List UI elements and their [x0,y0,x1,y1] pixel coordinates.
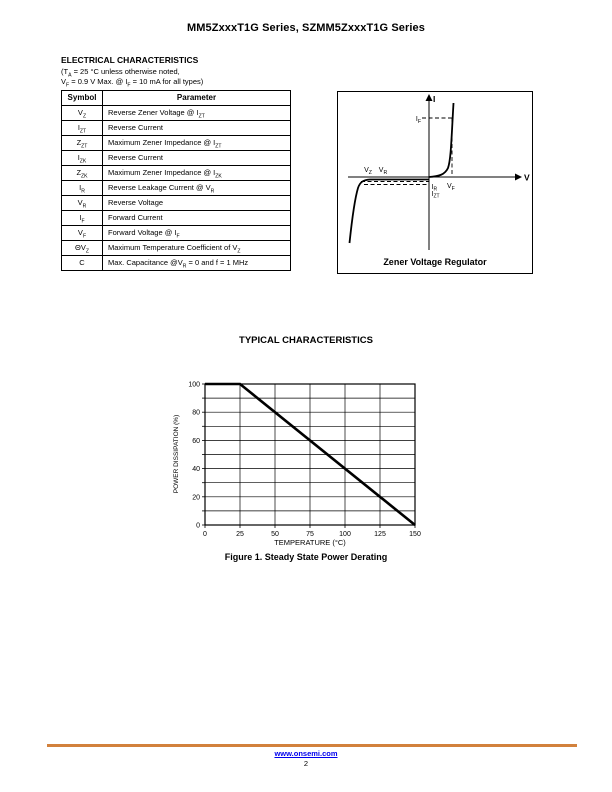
i-axis-label: I [433,94,435,104]
table-header-parameter: Parameter [102,90,291,106]
x-tick-label: 25 [236,531,244,538]
table-row: VF Forward Voltage @ IF [61,225,291,241]
zener-iv-curve-svg: V I IF VF VZ VR IR IZT [348,94,530,250]
forward-curve [428,102,455,178]
symbol-cell: IZT [61,120,103,136]
symbol-cell: IZK [61,150,103,166]
x-tick-label: 125 [374,531,386,538]
table-header-symbol: Symbol [61,90,103,106]
symbol-cell: VF [61,225,103,241]
symbol-cell: ZZT [61,135,103,151]
derating-chart-figure: TEMPERATURE (°C) POWER DISSIPATION (%) 0… [161,378,461,573]
parameter-cell: Reverse Voltage [102,195,291,211]
symbol-cell: ZZK [61,165,103,181]
x-tick-label: 75 [306,531,314,538]
footer-link-row: www.onsemi.com [0,749,612,758]
vr-label: VR [379,167,388,176]
derating-chart-svg: TEMPERATURE (°C) POWER DISSIPATION (%) 0… [173,382,421,548]
parameter-cell: Max. Capacitance @VR = 0 and f = 1 MHz [102,255,291,271]
x-tick-label: 150 [409,531,421,538]
symbol-cell: ΘVZ [61,240,103,256]
table-row: IZK Reverse Current [61,150,291,166]
symbol-cell: VR [61,195,103,211]
table-row: ZZK Maximum Zener Impedance @ IZK [61,165,291,181]
table-row: VR Reverse Voltage [61,195,291,211]
page-number: 2 [303,759,309,768]
onsemi-link[interactable]: www.onsemi.com [274,749,338,758]
y-tick-label: 100 [188,382,200,389]
vz-label: VZ [364,167,372,176]
parameter-cell: Maximum Temperature Coefficient of VZ [102,240,291,256]
if-label: IF [416,116,421,125]
parameter-cell: Reverse Current [102,120,291,136]
x-tick-label: 50 [271,531,279,538]
page-title: MM5ZxxxT1G Series, SZMM5ZxxxT1G Series [187,22,425,34]
parameter-cell: Reverse Current [102,150,291,166]
y-tick-label: 40 [192,466,200,473]
table-header-row: Symbol Parameter [61,90,291,106]
v-axis-label: V [524,173,530,183]
table-row: ZZT Maximum Zener Impedance @ IZT [61,135,291,151]
parameter-cell: Maximum Zener Impedance @ IZK [102,165,291,181]
plot-border [204,383,416,526]
footer-rule [47,744,577,747]
parameter-cell: Forward Current [102,210,291,226]
y-tick-label: 0 [196,523,200,530]
x-axis-title: TEMPERATURE (°C) [274,538,346,547]
symbol-cell: VZ [61,105,103,121]
y-tick-label: 60 [192,438,200,445]
figure-1-caption: Figure 1. Steady State Power Derating [224,552,388,562]
izt-label: IZT [432,191,440,200]
i-axis-arrow-icon [425,94,433,101]
electrical-characteristics-heading: ELECTRICAL CHARACTERISTICS [61,55,199,65]
reverse-breakdown-curve [348,178,429,244]
table-row: IZT Reverse Current [61,120,291,136]
typical-characteristics-heading: TYPICAL CHARACTERISTICS [239,335,373,346]
symbol-cell: IF [61,210,103,226]
zener-regulator-figure: V I IF VF VZ VR IR IZT Zener Voltage Reg… [337,91,533,274]
y-tick-label: 80 [192,410,200,417]
vf-label: VF [447,183,455,192]
x-tick-label: 0 [203,531,207,538]
table-row: C Max. Capacitance @VR = 0 and f = 1 MHz [61,255,291,271]
conditions-line-1: (TA = 25 °C unless otherwise noted, [61,67,180,79]
electrical-characteristics-table: Symbol Parameter VZ Reverse Zener Voltage… [61,90,291,271]
table-row: IF Forward Current [61,210,291,226]
table-row: ΘVZ Maximum Temperature Coefficient of VZ [61,240,291,256]
conditions-line-2: VF = 0.9 V Max. @ IF = 10 mA for all typ… [61,77,204,89]
symbol-cell: C [61,255,103,271]
parameter-cell: Reverse Leakage Current @ VR [102,180,291,196]
table-row: IR Reverse Leakage Current @ VR [61,180,291,196]
parameter-cell: Reverse Zener Voltage @ IZT [102,105,291,121]
y-tick-label: 20 [192,494,200,501]
diagram-caption: Zener Voltage Regulator [383,257,487,267]
x-tick-label: 100 [339,531,351,538]
symbol-cell: IR [61,180,103,196]
table-row: VZ Reverse Zener Voltage @ IZT [61,105,291,121]
parameter-cell: Forward Voltage @ IF [102,225,291,241]
y-axis-title: POWER DISSIPATION (%) [173,415,180,494]
derating-line [205,382,416,527]
v-axis-arrow-icon [515,173,522,181]
ir-label: IR [432,184,438,193]
parameter-cell: Maximum Zener Impedance @ IZT [102,135,291,151]
